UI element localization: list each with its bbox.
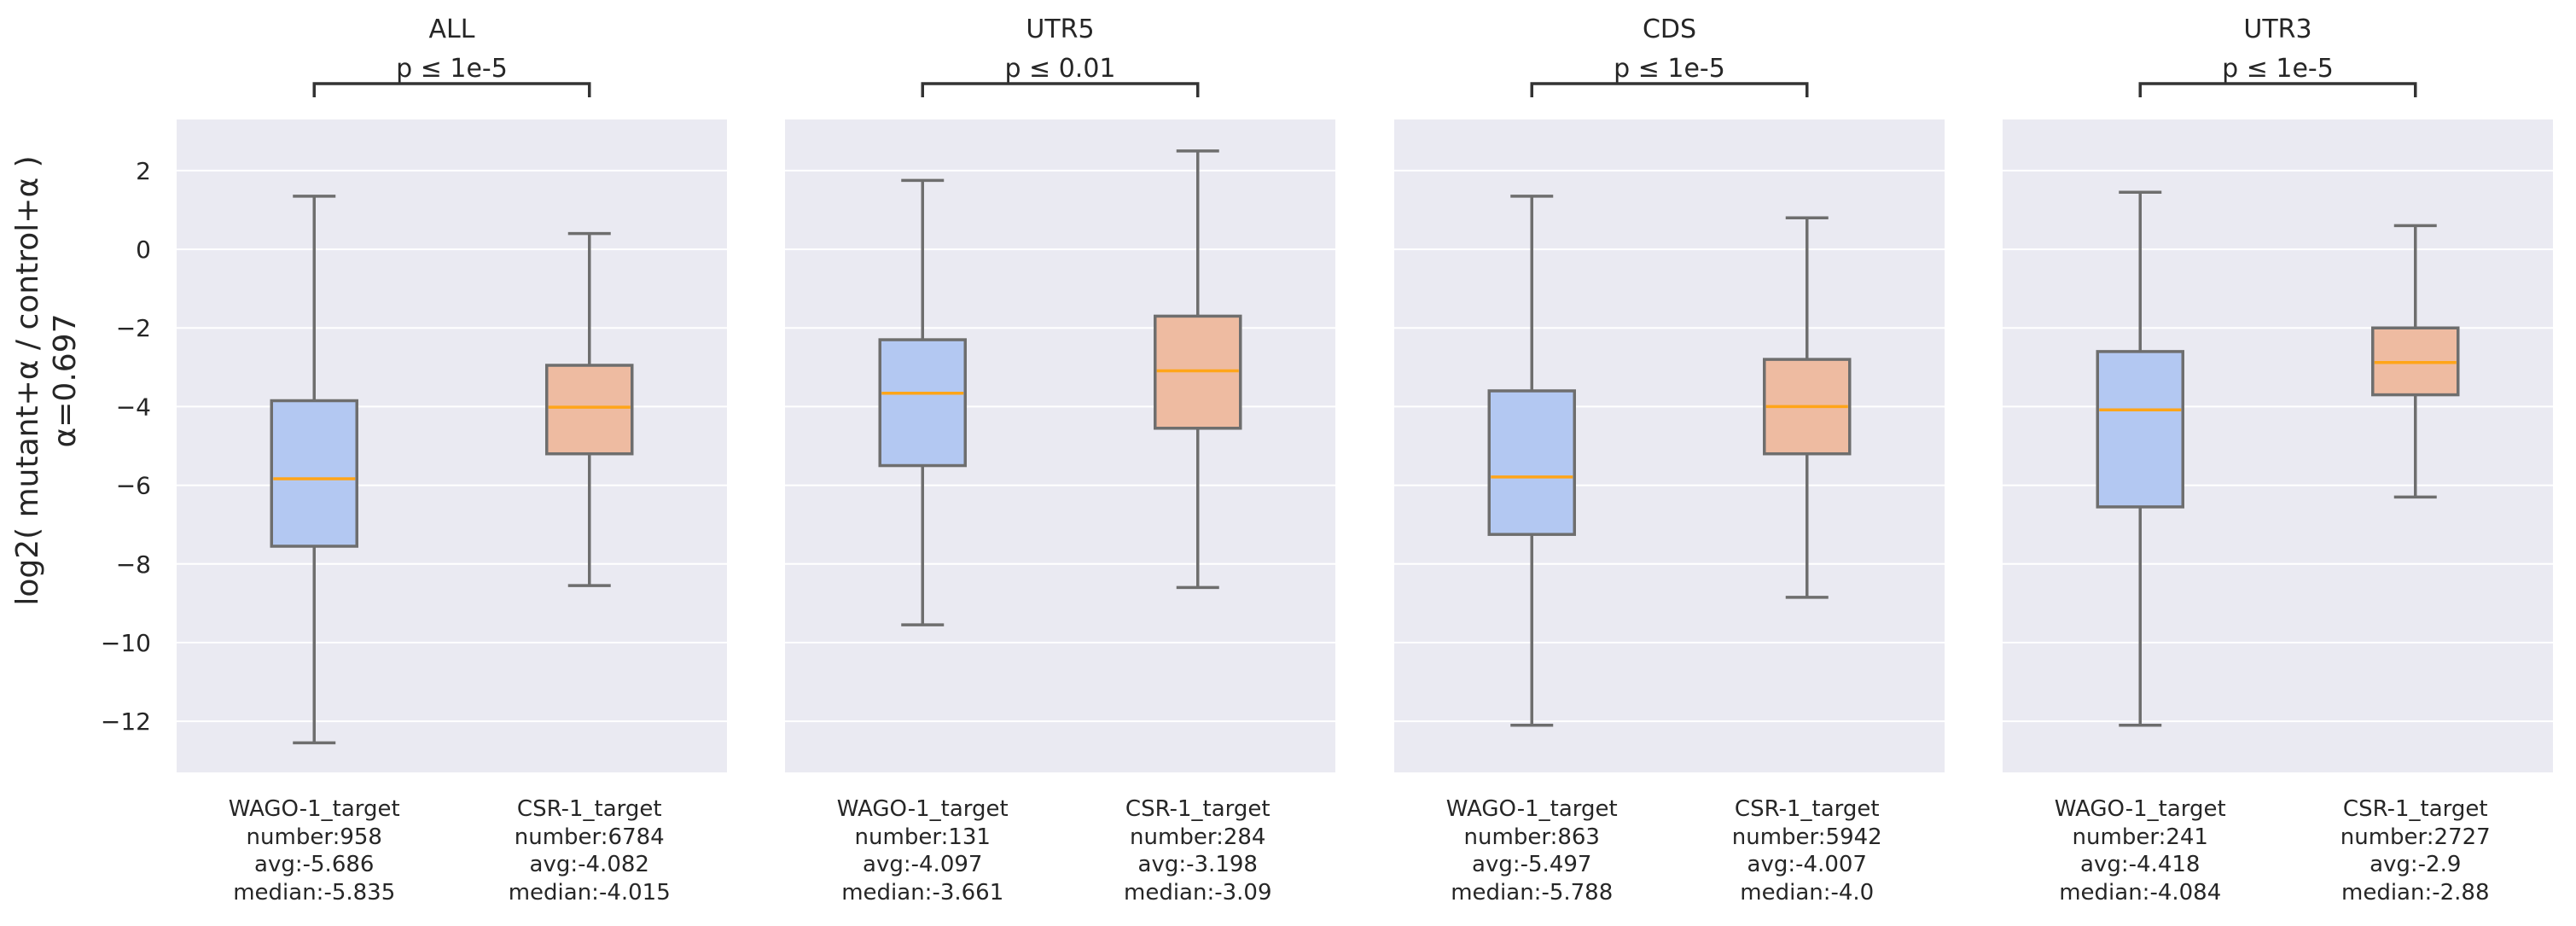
- plot-area: [1394, 119, 1945, 772]
- x-tick-label-wago: WAGO-1_target: [2055, 796, 2226, 822]
- y-tick-label: −2: [116, 314, 151, 342]
- plot-area: [2003, 119, 2553, 772]
- significance-bracket: [2138, 82, 2417, 97]
- box-wago: [878, 338, 967, 468]
- x-tick-label-wago: WAGO-1_target: [1446, 796, 1618, 822]
- box-wago: [2096, 350, 2184, 509]
- y-axis-label-alpha: α=0.697: [48, 314, 83, 448]
- significance-bracket: [921, 82, 1200, 97]
- x-tick-label-csr: CSR-1_target: [517, 796, 662, 822]
- significance-bracket: [1530, 82, 1809, 97]
- significance-label: p ≤ 1e-5: [2222, 54, 2334, 84]
- significance-label: p ≤ 0.01: [1004, 54, 1115, 84]
- plot-area: [785, 119, 1335, 772]
- y-tick-label: −4: [116, 393, 151, 421]
- avg-label-wago: avg:-5.497: [1472, 852, 1591, 877]
- box-csr: [545, 364, 634, 456]
- avg-label-wago: avg:-4.418: [2080, 852, 2200, 877]
- y-tick-label: −10: [101, 629, 151, 657]
- box-wago: [1487, 389, 1576, 536]
- x-tick-label-csr: CSR-1_target: [1125, 796, 1271, 822]
- count-label-wago: number:241: [2073, 824, 2208, 850]
- chart-panel-all: 20−2−4−6−8−10−12WAGO-1_targetnumber:958a…: [101, 15, 727, 906]
- median-label-csr: median:-3.09: [1124, 880, 1272, 906]
- significance-bracket: [312, 82, 591, 97]
- y-tick-label: 0: [136, 236, 151, 264]
- y-tick-label: −12: [101, 708, 151, 736]
- avg-label-wago: avg:-4.097: [863, 852, 982, 877]
- median-label-csr: median:-4.015: [509, 880, 671, 906]
- count-label-csr: number:2727: [2340, 824, 2491, 850]
- median-label-wago: median:-5.788: [1451, 880, 1613, 906]
- avg-label-csr: avg:-4.007: [1747, 852, 1867, 877]
- y-tick-label: −6: [116, 472, 151, 500]
- panel-title: CDS: [1643, 15, 1696, 44]
- count-label-csr: number:5942: [1732, 824, 1882, 850]
- plot-area: [177, 119, 727, 772]
- avg-label-csr: avg:-4.082: [530, 852, 649, 877]
- avg-label-wago: avg:-5.686: [254, 852, 374, 877]
- median-label-csr: median:-4.0: [1740, 880, 1874, 906]
- x-tick-label-wago: WAGO-1_target: [837, 796, 1009, 822]
- panel-title: ALL: [429, 15, 475, 44]
- box-wago: [270, 399, 358, 548]
- x-tick-label-wago: WAGO-1_target: [229, 796, 400, 822]
- count-label-wago: number:131: [855, 824, 991, 850]
- count-label-wago: number:863: [1464, 824, 1600, 850]
- count-label-wago: number:958: [247, 824, 382, 850]
- x-tick-label-csr: CSR-1_target: [2343, 796, 2488, 822]
- y-axis-label: log2( mutant+α / control+α ): [10, 155, 45, 605]
- significance-label: p ≤ 1e-5: [396, 54, 508, 84]
- significance-label: p ≤ 1e-5: [1614, 54, 1725, 84]
- y-tick-label: 2: [136, 157, 151, 185]
- count-label-csr: number:284: [1130, 824, 1265, 850]
- median-label-wago: median:-4.084: [2059, 880, 2221, 906]
- panel-title: UTR3: [2243, 15, 2311, 44]
- count-label-csr: number:6784: [515, 824, 665, 850]
- x-tick-label-csr: CSR-1_target: [1735, 796, 1880, 822]
- avg-label-csr: avg:-3.198: [1138, 852, 1258, 877]
- avg-label-csr: avg:-2.9: [2370, 852, 2461, 877]
- median-label-wago: median:-5.835: [233, 880, 395, 906]
- panel-title: UTR5: [1026, 15, 1094, 44]
- y-tick-label: −8: [116, 550, 151, 579]
- median-label-wago: median:-3.661: [841, 880, 1003, 906]
- median-label-csr: median:-2.88: [2341, 880, 2490, 906]
